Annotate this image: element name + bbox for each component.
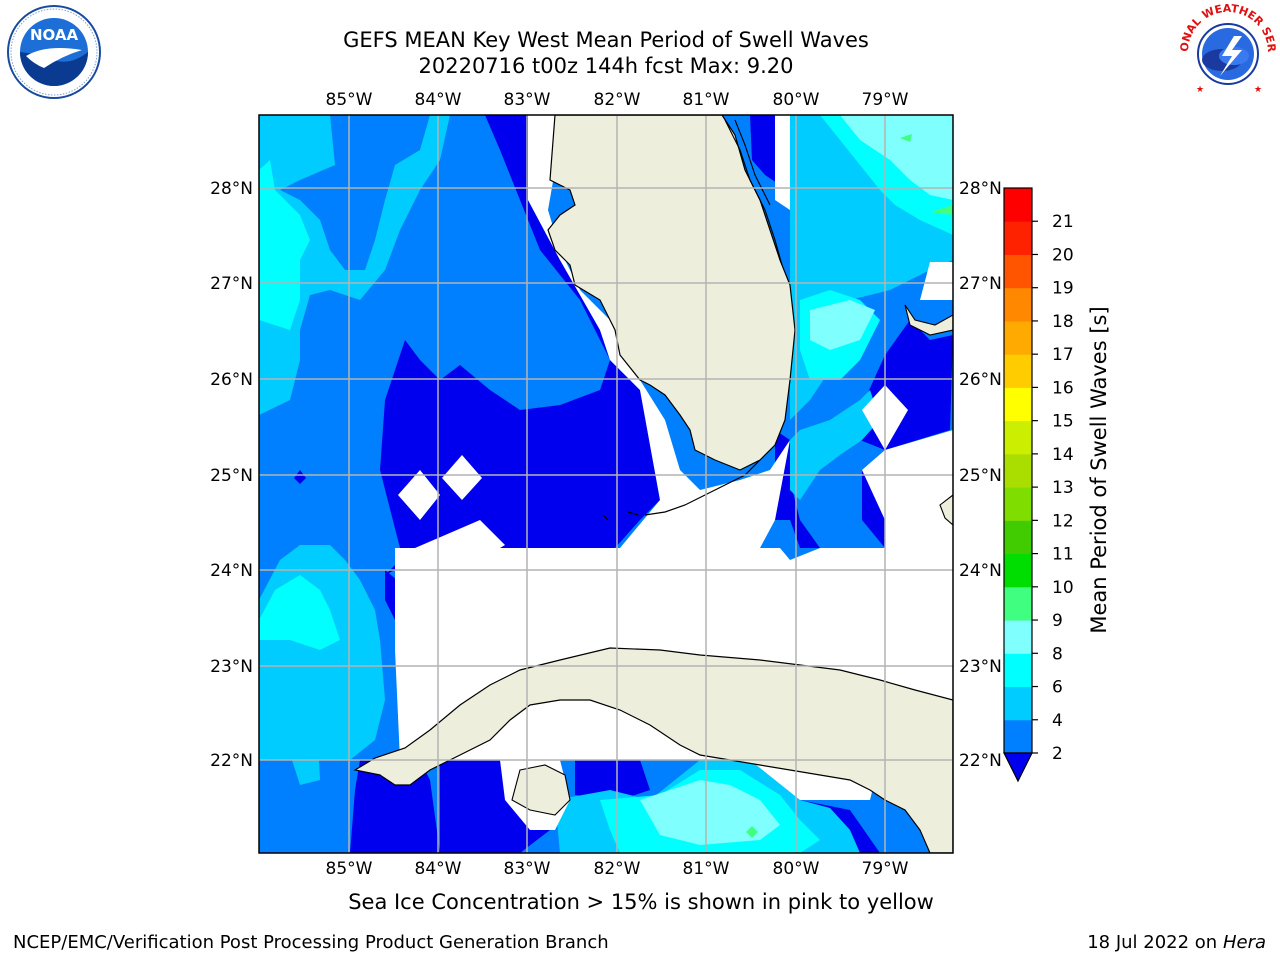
colorbar-band <box>1004 188 1032 222</box>
colorbar-tick-label: 2 <box>1052 744 1063 764</box>
colorbar-band <box>1004 653 1032 688</box>
colorbar-tick-label: 14 <box>1052 445 1074 465</box>
colorbar-tick-label: 4 <box>1052 711 1063 731</box>
lon-label-top: 82°W <box>594 90 641 110</box>
credit-branch: NCEP/EMC/Verification Post Processing Pr… <box>13 932 609 953</box>
lat-label-left: 28°N <box>210 179 253 199</box>
lon-label-bottom: 84°W <box>415 859 462 879</box>
map-gridlines <box>259 115 953 853</box>
lat-label-right: 27°N <box>959 274 1002 294</box>
noaa-logo: NOAA <box>7 5 101 99</box>
colorbar-tick-label: 11 <box>1052 545 1074 565</box>
colorbar-tick-label: 18 <box>1052 312 1074 332</box>
lat-label-left: 22°N <box>210 751 253 771</box>
lon-label-top: 81°W <box>683 90 730 110</box>
sea-ice-note: Sea Ice Concentration > 15% is shown in … <box>348 890 934 914</box>
lon-label-bottom: 83°W <box>504 859 551 879</box>
colorbar-frame <box>1003 187 1033 754</box>
lon-label-bottom: 85°W <box>326 859 373 879</box>
colorbar-extend-arrow <box>1003 752 1033 783</box>
lat-label-right: 23°N <box>959 657 1002 677</box>
colorbar-band <box>1004 387 1032 422</box>
map-area <box>259 115 953 853</box>
colorbar-tick-label: 10 <box>1052 578 1074 598</box>
colorbar-tick-label: 16 <box>1052 378 1074 398</box>
lon-label-bottom: 80°W <box>773 859 820 879</box>
colorbar-band <box>1004 586 1032 621</box>
lat-label-left: 26°N <box>210 370 253 390</box>
lat-labels-left: 28°N 27°N 26°N 25°N 24°N 23°N 22°N <box>210 179 253 771</box>
chart-subtitle: 20220716 t00z 144h fcst Max: 9.20 <box>418 54 794 78</box>
lat-label-left: 25°N <box>210 466 253 486</box>
swell-field-9-10 <box>746 134 953 838</box>
colorbar-band <box>1004 553 1032 588</box>
colorbar: 2 4 6 8 9 10 11 12 13 14 15 16 17 18 19 20 21 <box>1003 187 1074 783</box>
lat-label-left: 24°N <box>210 561 253 581</box>
colorbar-tick-label: 17 <box>1052 345 1074 365</box>
lon-labels-bottom: 85°W 84°W 83°W 82°W 81°W 80°W 79°W <box>326 859 909 879</box>
chart-title: GEFS MEAN Key West Mean Period of Swell … <box>343 28 869 52</box>
colorbar-tick-label: 21 <box>1052 212 1074 232</box>
lon-label-bottom: 81°W <box>683 859 730 879</box>
svg-text:NOAA: NOAA <box>30 26 79 44</box>
colorbar-tick-label: 6 <box>1052 678 1063 698</box>
swell-field-8-9 <box>640 115 953 845</box>
lon-label-top: 80°W <box>773 90 820 110</box>
colorbar-band <box>1004 487 1032 521</box>
credit-host: Hera <box>1222 932 1266 953</box>
lat-label-right: 25°N <box>959 466 1002 486</box>
svg-text:★: ★ <box>1254 85 1262 95</box>
colorbar-tick-label: 19 <box>1052 279 1074 299</box>
colorbar-band <box>1004 420 1032 455</box>
colorbar-tick-label: 20 <box>1052 245 1074 265</box>
lat-label-left: 23°N <box>210 657 253 677</box>
lat-label-right: 24°N <box>959 561 1002 581</box>
lon-label-top: 83°W <box>504 90 551 110</box>
lon-labels-top: 85°W 84°W 83°W 82°W 81°W 80°W 79°W <box>326 90 909 110</box>
credit-date-text: 18 Jul 2022 on <box>1087 932 1223 953</box>
colorbar-band <box>1004 520 1032 555</box>
nws-logo: NATIONAL WEATHER SERVICE ★ ★ <box>1176 2 1278 98</box>
lat-labels-right: 28°N 27°N 26°N 25°N 24°N 23°N 22°N <box>959 179 1002 771</box>
lat-label-right: 26°N <box>959 370 1002 390</box>
colorbar-tick-label: 12 <box>1052 511 1074 531</box>
colorbar-band <box>1004 254 1032 289</box>
colorbar-tick-label: 9 <box>1052 611 1063 631</box>
svg-text:★: ★ <box>1196 85 1204 95</box>
colorbar-band <box>1004 620 1032 654</box>
colorbar-label: Mean Period of Swell Waves [s] <box>1087 306 1111 633</box>
lat-label-left: 27°N <box>210 274 253 294</box>
lat-label-right: 28°N <box>959 179 1002 199</box>
colorbar-band <box>1004 686 1032 721</box>
colorbar-band <box>1004 320 1032 355</box>
lat-label-right: 22°N <box>959 751 1002 771</box>
lon-label-bottom: 82°W <box>594 859 641 879</box>
colorbar-tick-label: 13 <box>1052 478 1074 498</box>
lon-label-top: 85°W <box>326 90 373 110</box>
colorbar-band <box>1004 453 1032 488</box>
lon-label-bottom: 79°W <box>862 859 909 879</box>
colorbar-tick-label: 8 <box>1052 644 1063 664</box>
credit-date: 18 Jul 2022 on Hera <box>1087 932 1266 953</box>
colorbar-band <box>1004 354 1032 388</box>
lon-label-top: 84°W <box>415 90 462 110</box>
colorbar-band <box>1004 719 1032 754</box>
florida-landmass <box>547 115 796 471</box>
colorbar-band <box>1004 221 1032 255</box>
colorbar-band <box>1004 287 1032 322</box>
bahamas-landmass <box>904 304 953 336</box>
map-frame <box>258 114 954 854</box>
colorbar-tick-label: 15 <box>1052 412 1074 432</box>
lon-label-top: 79°W <box>862 90 909 110</box>
